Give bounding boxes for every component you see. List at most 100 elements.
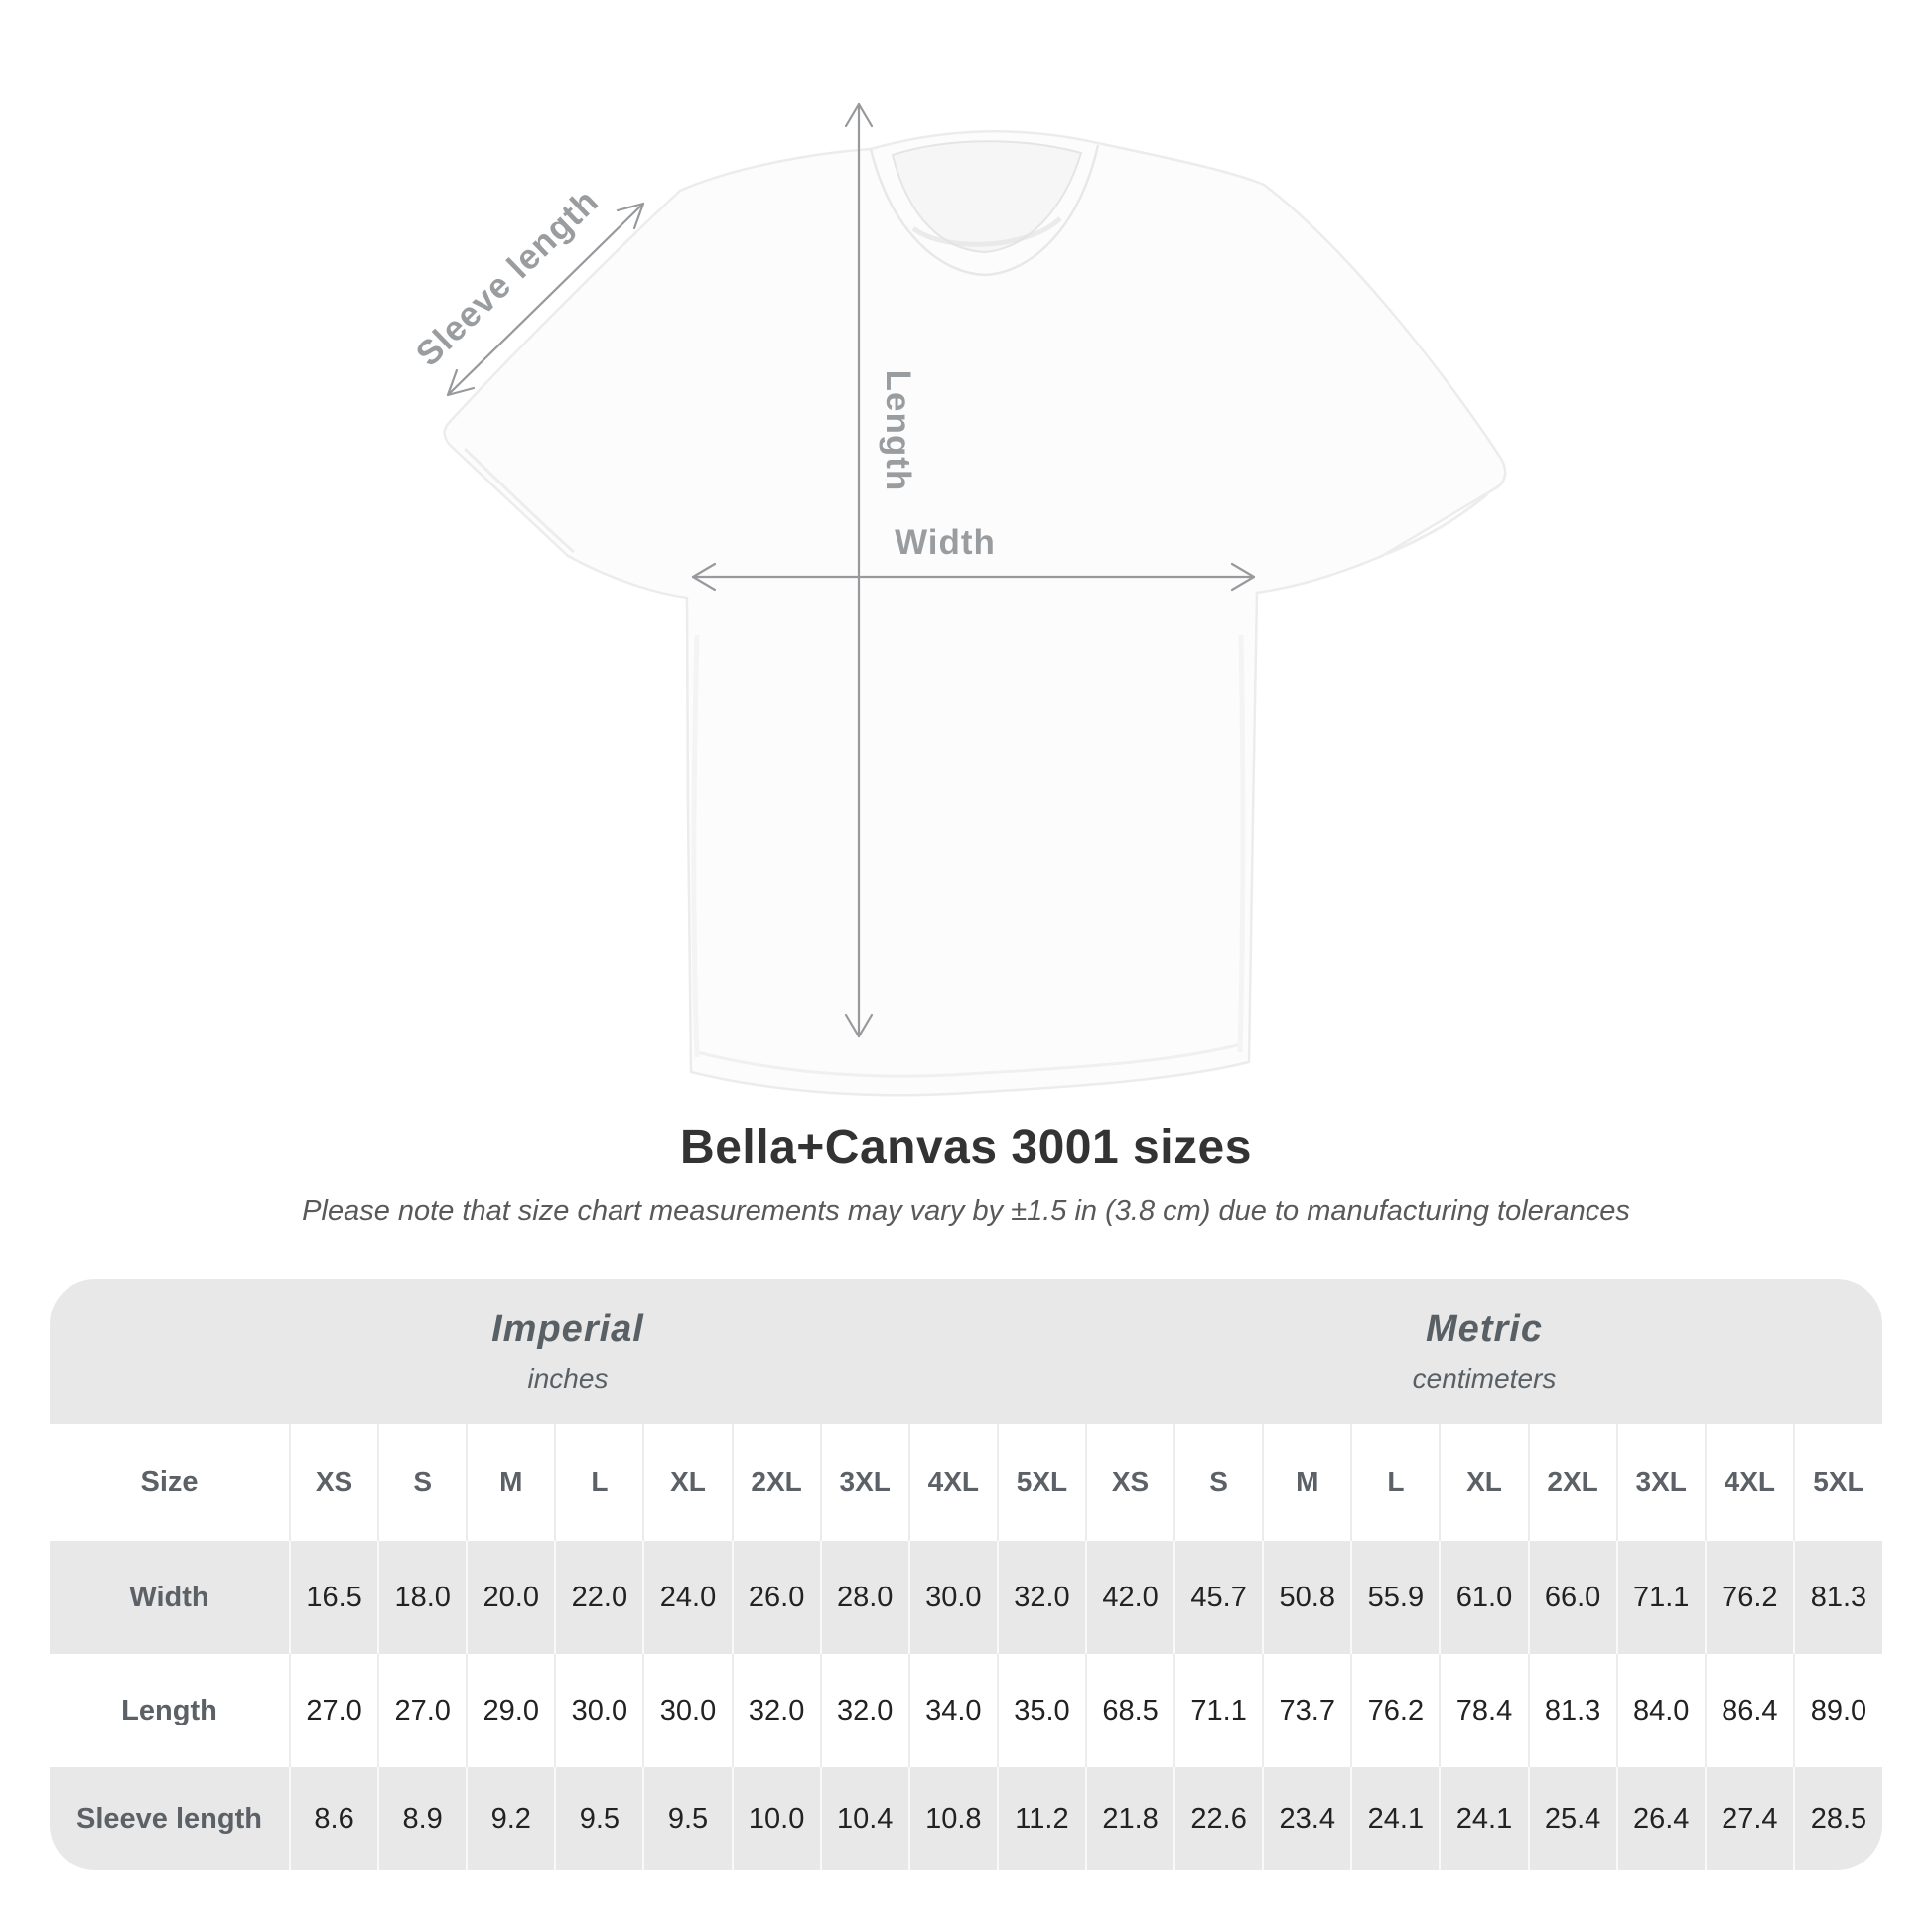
imperial-label: Imperial xyxy=(491,1308,644,1350)
value-cell: 10.4 xyxy=(819,1767,909,1870)
value-cell: 20.0 xyxy=(466,1541,556,1654)
size-header-metric-xl: XL xyxy=(1439,1424,1529,1541)
size-header-imperial-2xl: 2XL xyxy=(731,1424,821,1541)
value-cell: 26.4 xyxy=(1615,1767,1706,1870)
size-header-imperial-4xl: 4XL xyxy=(907,1424,998,1541)
sizes-header-row: Size XS S M L XL 2XL 3XL 4XL 5XL XS S M … xyxy=(50,1424,1882,1541)
value-cell: 35.0 xyxy=(996,1654,1086,1767)
value-cell: 10.8 xyxy=(907,1767,998,1870)
collar-inner-shadow xyxy=(911,216,1062,247)
value-cell: 55.9 xyxy=(1350,1541,1441,1654)
value-cell: 28.5 xyxy=(1792,1767,1882,1870)
size-header-imperial-5xl: 5XL xyxy=(996,1424,1086,1541)
value-cell: 10.0 xyxy=(731,1767,821,1870)
size-header-metric-l: L xyxy=(1350,1424,1441,1541)
value-cell: 30.0 xyxy=(554,1654,644,1767)
value-cell: 8.9 xyxy=(377,1767,468,1870)
value-cell: 42.0 xyxy=(1084,1541,1175,1654)
value-cell: 66.0 xyxy=(1527,1541,1617,1654)
size-header-metric-5xl: 5XL xyxy=(1792,1424,1882,1541)
size-table: Imperial inches Metric centimeters Size … xyxy=(50,1279,1882,1870)
size-column-header: Size xyxy=(50,1424,290,1541)
value-cell: 73.7 xyxy=(1262,1654,1352,1767)
width-arrow-label: Width xyxy=(895,523,996,562)
width-arrow xyxy=(691,562,1256,592)
metric-label: Metric xyxy=(1426,1308,1543,1350)
left-cuff-fold xyxy=(463,447,575,554)
size-header-metric-4xl: 4XL xyxy=(1704,1424,1794,1541)
value-cell: 8.6 xyxy=(288,1767,379,1870)
row-label-sleeve-length: Sleeve length xyxy=(76,1802,262,1835)
value-cell: 71.1 xyxy=(1615,1541,1706,1654)
value-cell: 32.0 xyxy=(819,1654,909,1767)
value-cell: 76.2 xyxy=(1350,1654,1441,1767)
value-cell: 22.0 xyxy=(554,1541,644,1654)
value-cell: 84.0 xyxy=(1615,1654,1706,1767)
page-title: Bella+Canvas 3001 sizes xyxy=(680,1121,1252,1173)
size-header-imperial-m: M xyxy=(466,1424,556,1541)
size-header-metric-m: M xyxy=(1262,1424,1352,1541)
value-cell: 21.8 xyxy=(1084,1767,1175,1870)
value-cell: 32.0 xyxy=(996,1541,1086,1654)
collar-inner-hole xyxy=(891,140,1083,254)
value-cell: 50.8 xyxy=(1262,1541,1352,1654)
value-cell: 34.0 xyxy=(907,1654,998,1767)
size-table-grid: Imperial inches Metric centimeters Size … xyxy=(50,1279,1882,1870)
right-side-shade xyxy=(1237,634,1246,1053)
value-cell: 89.0 xyxy=(1792,1654,1882,1767)
size-header-imperial-3xl: 3XL xyxy=(819,1424,909,1541)
length-arrow xyxy=(844,102,874,1038)
size-header-imperial-xs: XS xyxy=(288,1424,379,1541)
length-arrow-label: Length xyxy=(879,370,917,492)
value-cell: 23.4 xyxy=(1262,1767,1352,1870)
value-cell: 28.0 xyxy=(819,1541,909,1654)
size-header-metric-s: S xyxy=(1173,1424,1264,1541)
size-header-imperial-xl: XL xyxy=(642,1424,733,1541)
table-row-width: Width 16.5 18.0 20.0 22.0 24.0 26.0 28.0… xyxy=(50,1541,1882,1654)
tshirt-silhouette xyxy=(443,130,1507,1097)
size-header-imperial-l: L xyxy=(554,1424,644,1541)
value-cell: 9.5 xyxy=(642,1767,733,1870)
hem-stitch xyxy=(696,1042,1242,1078)
left-side-shade xyxy=(691,634,700,1058)
value-cell: 27.0 xyxy=(377,1654,468,1767)
value-cell: 16.5 xyxy=(288,1541,379,1654)
value-cell: 11.2 xyxy=(996,1767,1086,1870)
metric-unit: centimeters xyxy=(1412,1362,1557,1394)
tolerance-note: Please note that size chart measurements… xyxy=(302,1195,1630,1227)
value-cell: 45.7 xyxy=(1173,1541,1264,1654)
value-cell: 86.4 xyxy=(1704,1654,1794,1767)
tshirt-graphic xyxy=(443,130,1507,1097)
size-header-imperial-s: S xyxy=(377,1424,468,1541)
table-row-length: Length 27.0 27.0 29.0 30.0 30.0 32.0 32.… xyxy=(50,1654,1882,1767)
unit-group-row: Imperial inches Metric centimeters xyxy=(50,1279,1882,1424)
imperial-group-header: Imperial inches xyxy=(50,1279,1086,1424)
value-cell: 9.2 xyxy=(466,1767,556,1870)
value-cell: 18.0 xyxy=(377,1541,468,1654)
row-label-length: Length xyxy=(121,1694,217,1726)
sleeve-length-arrow xyxy=(446,202,645,397)
value-cell: 22.6 xyxy=(1173,1767,1264,1870)
value-cell: 81.3 xyxy=(1527,1654,1617,1767)
imperial-unit: inches xyxy=(527,1362,609,1394)
value-cell: 26.0 xyxy=(731,1541,821,1654)
value-cell: 61.0 xyxy=(1439,1541,1529,1654)
value-cell: 71.1 xyxy=(1173,1654,1264,1767)
value-cell: 76.2 xyxy=(1704,1541,1794,1654)
tshirt-measurement-diagram: Length Width Sleeve length xyxy=(409,102,1507,1097)
table-row-sleeve-length: Sleeve length 8.6 8.9 9.2 9.5 9.5 10.0 1… xyxy=(50,1767,1882,1870)
value-cell: 25.4 xyxy=(1527,1767,1617,1870)
value-cell: 24.1 xyxy=(1350,1767,1441,1870)
value-cell: 24.1 xyxy=(1439,1767,1529,1870)
value-cell: 27.0 xyxy=(288,1654,379,1767)
value-cell: 68.5 xyxy=(1084,1654,1175,1767)
value-cell: 32.0 xyxy=(731,1654,821,1767)
row-label-width: Width xyxy=(129,1581,209,1613)
size-header-metric-xs: XS xyxy=(1084,1424,1175,1541)
metric-group-header: Metric centimeters xyxy=(1085,1279,1882,1424)
value-cell: 24.0 xyxy=(642,1541,733,1654)
size-header-metric-2xl: 2XL xyxy=(1527,1424,1617,1541)
value-cell: 30.0 xyxy=(907,1541,998,1654)
value-cell: 9.5 xyxy=(554,1767,644,1870)
